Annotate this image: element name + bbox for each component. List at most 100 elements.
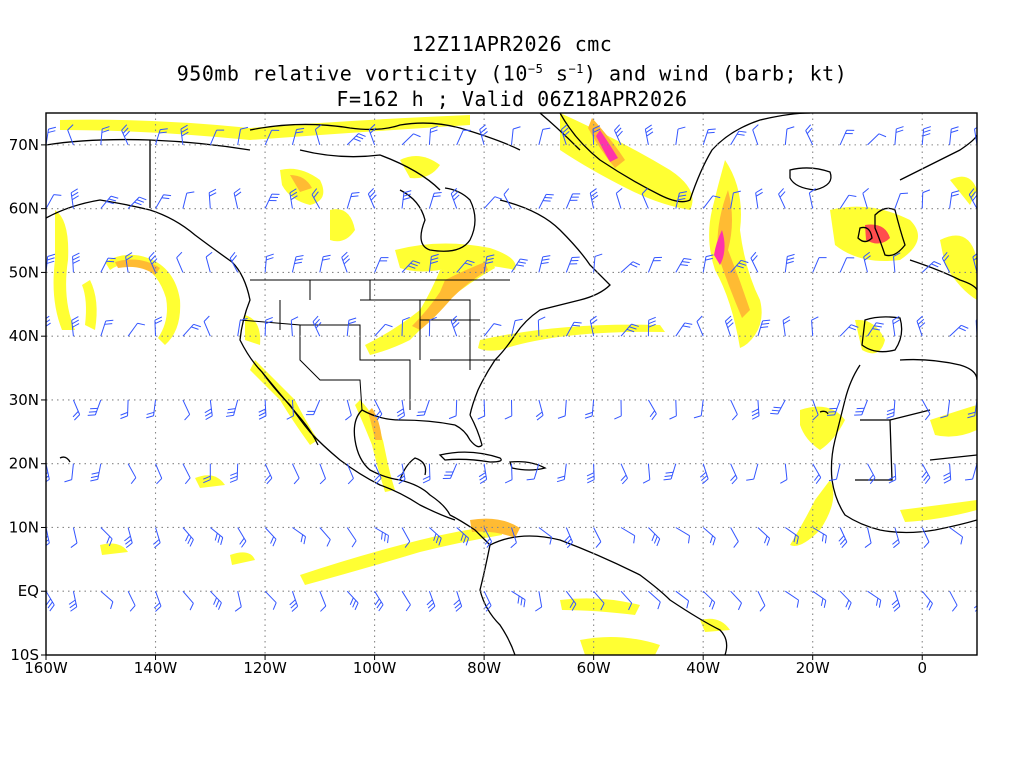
wind-barb (374, 527, 389, 544)
wind-barb (696, 315, 704, 337)
wind-barb (839, 129, 855, 146)
wind-barb (46, 527, 50, 548)
wind-barb (264, 316, 273, 337)
wind-barb (182, 527, 194, 547)
wind-barb (620, 654, 629, 655)
wind-barb (812, 257, 827, 273)
wind-barb (620, 323, 639, 337)
wind-barb (893, 252, 901, 273)
wind-barb (642, 463, 651, 484)
wind-barb (702, 254, 714, 273)
wind-barb (964, 463, 977, 481)
wind-barb (839, 324, 859, 337)
wind-barb (867, 654, 880, 655)
wind-barb (949, 126, 959, 145)
wind-barb (724, 315, 734, 337)
wind-barb (401, 260, 421, 273)
wind-barb (511, 258, 528, 273)
wind-barb (209, 527, 224, 546)
wind-barb (127, 196, 147, 209)
wind-barb (675, 191, 687, 209)
wind-barb (894, 126, 904, 145)
wind-barb (921, 261, 942, 273)
wind-barb (811, 316, 819, 337)
wind-barb (867, 322, 884, 337)
wind-barb (560, 124, 570, 146)
wind-barb (71, 316, 80, 337)
wind-barb (589, 188, 599, 209)
wind-barb (182, 191, 195, 209)
wind-barb (234, 591, 242, 612)
wind-barb (121, 124, 130, 146)
wind-barb (125, 252, 133, 273)
wind-barb (620, 590, 633, 611)
wind-barb (867, 133, 887, 146)
wind-barb (264, 590, 277, 610)
wind-barb (584, 399, 595, 419)
wind-barb (176, 251, 184, 273)
wind-barb (155, 463, 163, 485)
wind-barb (448, 399, 458, 420)
wind-barb (702, 128, 716, 146)
wind-barb (483, 590, 492, 612)
wind-barb (730, 190, 741, 209)
wind-barb (620, 527, 636, 544)
wind-barb (203, 463, 211, 484)
wind-barb (345, 399, 352, 421)
vorticity-shading (53, 113, 977, 655)
wind-barb (46, 315, 51, 337)
wind-barb (867, 590, 882, 608)
wind-barb (46, 194, 62, 209)
wind-barb (839, 590, 852, 610)
wind-barb (72, 252, 80, 273)
title-field-mid: s (543, 61, 569, 86)
wind-barb (203, 315, 211, 337)
wind-barb (208, 188, 217, 209)
title-exp-2: −1 (568, 62, 584, 76)
x-tick-label: 0 (917, 659, 927, 677)
wind-barb (314, 124, 322, 146)
wind-barb (229, 463, 239, 483)
y-tick-label: EQ (18, 582, 39, 600)
wind-barb (641, 188, 649, 209)
wind-barb (839, 194, 857, 209)
wind-barb (401, 590, 411, 612)
wind-barb (752, 124, 759, 146)
wind-barb (565, 193, 581, 209)
wind-barb (154, 316, 163, 337)
wind-barb (401, 527, 411, 548)
wind-barb (127, 463, 137, 485)
wind-barb (892, 315, 900, 337)
wind-barb (100, 126, 110, 145)
wind-barb (892, 527, 900, 549)
wind-barb (401, 316, 410, 337)
wind-barb (100, 590, 114, 610)
wind-barb (450, 187, 460, 209)
map-frame (45, 112, 978, 656)
wind-barb (124, 527, 133, 549)
wind-barb (812, 527, 827, 544)
wind-barb (305, 399, 321, 416)
wind-barb (429, 527, 442, 546)
wind-barb (620, 261, 641, 273)
wind-barb (401, 190, 412, 209)
wind-barb (675, 527, 691, 544)
wind-barb (976, 527, 977, 541)
wind-barb (538, 255, 551, 273)
wind-barb (153, 527, 161, 549)
wind-barb (374, 399, 383, 421)
state-borders (239, 279, 510, 411)
wind-barb (233, 188, 242, 209)
wind-barb (949, 590, 958, 612)
wind-barb (888, 463, 897, 484)
wind-barb (209, 590, 222, 610)
wind-barb (426, 591, 436, 612)
wind-barb (374, 323, 393, 337)
wind-barb (886, 399, 896, 419)
wind-barb (483, 323, 502, 337)
y-tick-label: 40N (9, 327, 39, 345)
wind-barb (538, 654, 553, 655)
wind-barb (264, 463, 273, 485)
wind-barb (46, 463, 50, 485)
wind-barb (258, 399, 267, 420)
